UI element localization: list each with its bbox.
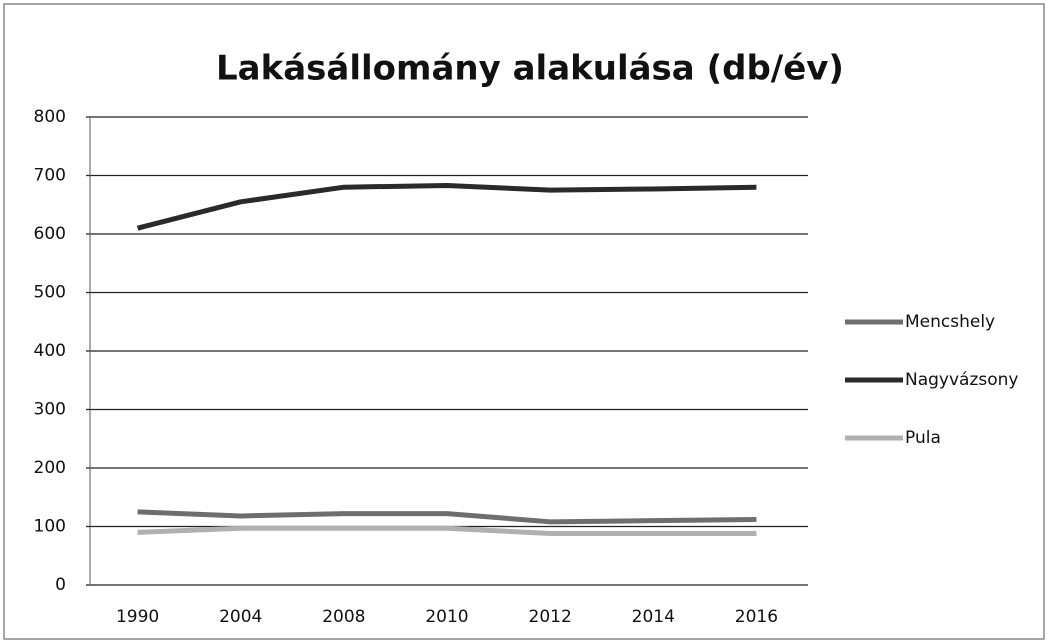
y-tick-label: 500 bbox=[34, 283, 66, 303]
chart-title: Lakásállomány alakulása (db/év) bbox=[216, 49, 844, 89]
series-line bbox=[137, 509, 757, 525]
series-line bbox=[136, 182, 757, 231]
y-tick-label: 800 bbox=[34, 107, 66, 127]
x-tick-label: 2008 bbox=[322, 607, 365, 627]
x-tick-label: 2010 bbox=[425, 607, 468, 627]
legend-label: Pula bbox=[905, 428, 941, 448]
legend-label: Nagyvázsony bbox=[905, 370, 1018, 390]
x-tick-label: 1990 bbox=[116, 607, 159, 627]
x-tick-label: 2004 bbox=[219, 607, 262, 627]
x-tick-label: 2012 bbox=[529, 607, 572, 627]
y-tick-label: 200 bbox=[34, 458, 66, 478]
x-tick-label: 2016 bbox=[735, 607, 778, 627]
series-line bbox=[137, 525, 757, 537]
y-tick-label: 400 bbox=[34, 341, 66, 361]
y-tick-label: 0 bbox=[55, 575, 66, 595]
y-tick-label: 100 bbox=[34, 517, 66, 537]
y-tick-label: 600 bbox=[34, 224, 66, 244]
chart-border bbox=[3, 3, 1045, 640]
x-tick-label: 2014 bbox=[632, 607, 675, 627]
legend-label: Mencshely bbox=[905, 312, 995, 332]
y-tick-label: 700 bbox=[34, 166, 66, 186]
y-tick-label: 300 bbox=[34, 400, 66, 420]
